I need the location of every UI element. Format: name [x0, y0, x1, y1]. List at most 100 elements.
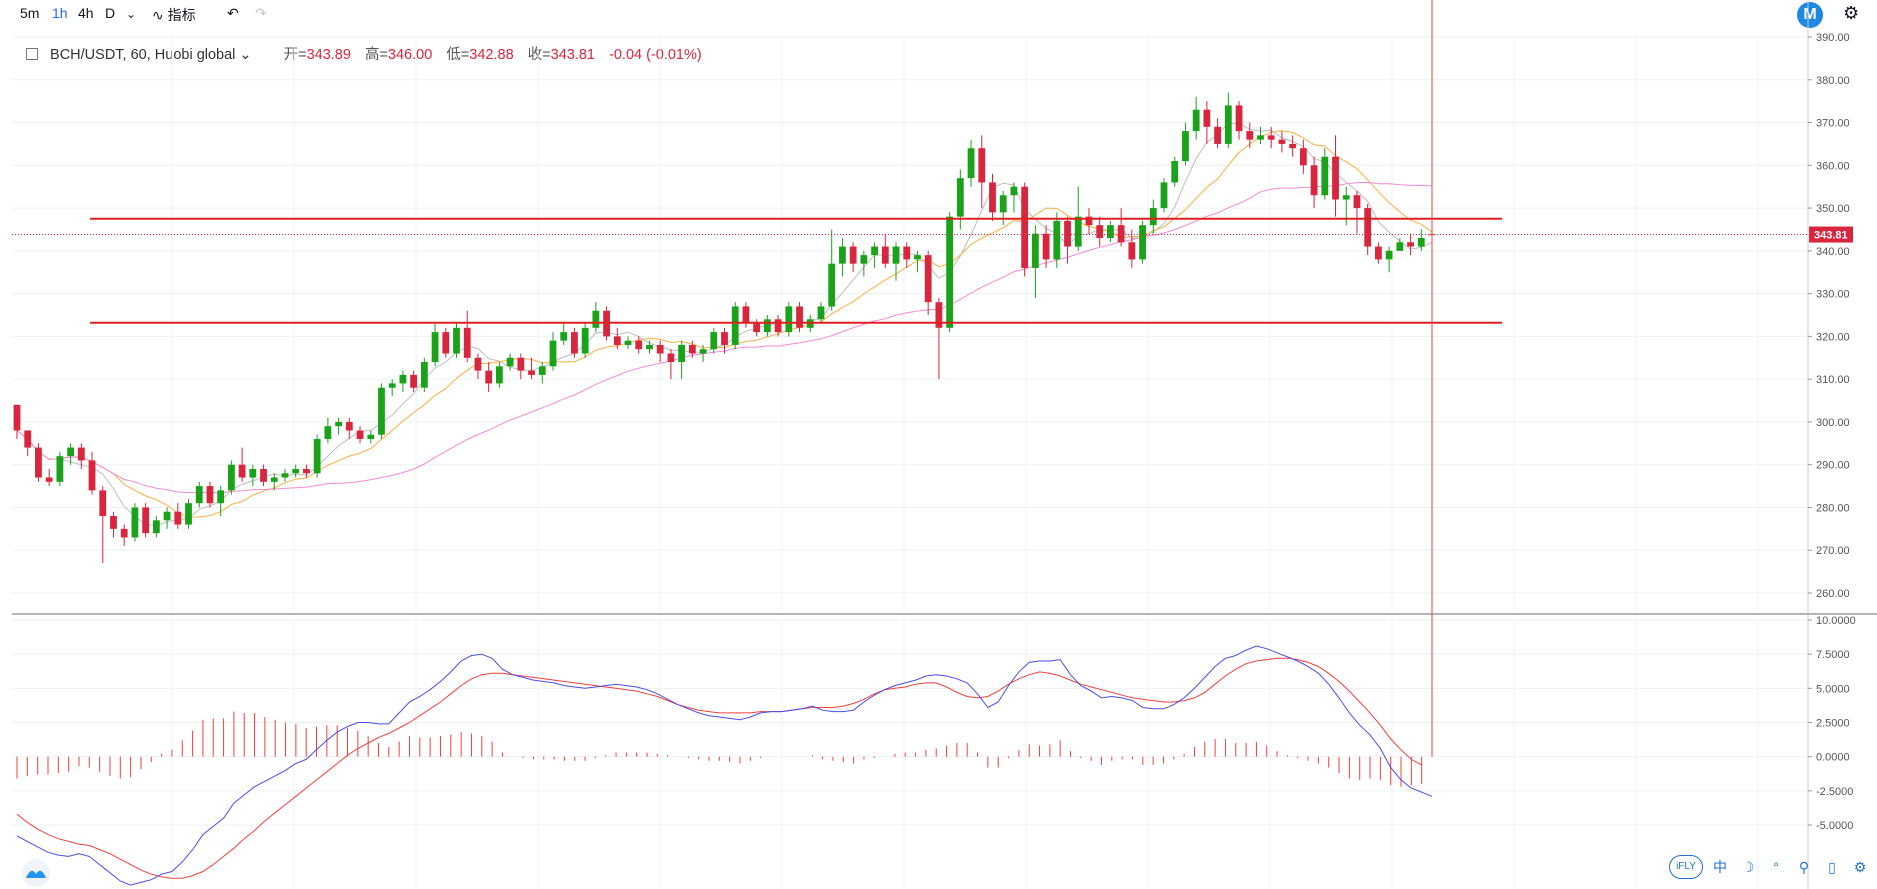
candle-body	[67, 447, 74, 457]
candle-body	[1074, 216, 1082, 247]
price-tick-label: 290.00	[1816, 460, 1850, 472]
candle-body	[1128, 242, 1136, 260]
price-tick-label: 260.00	[1816, 588, 1850, 600]
candle-body	[1203, 109, 1211, 127]
ime-icon-1[interactable]: 中	[1713, 859, 1727, 875]
candle-body	[989, 182, 996, 213]
candle-body	[324, 426, 332, 440]
candle-body	[839, 246, 846, 264]
macd-tick-label: 2.5000	[1816, 718, 1850, 730]
ime-icon-5[interactable]: ▯	[1828, 859, 1836, 875]
candle-body	[635, 340, 643, 350]
candle-body	[367, 434, 375, 440]
gear-icon[interactable]: ⚙	[1843, 3, 1860, 23]
candle-body	[1224, 105, 1232, 144]
low-value: 342.88	[469, 47, 514, 63]
interval-4h[interactable]: 4h	[78, 5, 94, 21]
candle-body	[99, 490, 107, 517]
ime-icon-6[interactable]: ⚙	[1853, 859, 1867, 875]
symbol-label[interactable]: BCH/USDT, 60, Huobi global	[50, 47, 236, 63]
change-value: -0.04 (-0.01%)	[609, 47, 702, 63]
candle-body	[335, 421, 342, 427]
price-tick-label: 390.00	[1816, 32, 1850, 44]
candle-body	[881, 246, 889, 264]
candle-body	[946, 216, 954, 328]
candle-body	[388, 383, 396, 388]
candle-body	[967, 148, 975, 179]
candle-body	[356, 430, 364, 440]
ime-icon-0[interactable]: iFLY	[1669, 855, 1703, 879]
candle-body	[1246, 131, 1254, 140]
candle-body	[774, 319, 782, 333]
candle-body	[399, 374, 407, 384]
candle-body	[1332, 156, 1339, 200]
candle-body	[1385, 250, 1393, 260]
candle-body	[742, 306, 750, 324]
signal-line	[16, 657, 1422, 879]
redo-icon[interactable]: ↷	[255, 5, 267, 21]
candle-body	[1042, 233, 1050, 260]
candle-body	[195, 486, 203, 504]
candle-body	[924, 255, 932, 303]
price-tick-label: 270.00	[1816, 545, 1850, 557]
ime-icon-4[interactable]: ⚲	[1798, 859, 1810, 875]
indicators-button[interactable]: ∿ 指标	[152, 5, 196, 25]
candle-body	[560, 332, 568, 341]
candle-body	[624, 340, 632, 345]
candle-body	[956, 178, 964, 217]
chevron-down-icon[interactable]: ⌄	[239, 47, 252, 63]
candle-body	[753, 323, 761, 333]
grid	[12, 36, 1808, 889]
candle-body	[1117, 225, 1125, 243]
candle-body	[699, 349, 707, 354]
candle-body	[592, 310, 600, 328]
candle-body	[56, 456, 64, 482]
candle-body	[281, 473, 289, 478]
candle-body	[260, 468, 267, 482]
interval-1h[interactable]: 1h	[52, 5, 68, 21]
candle-body	[110, 516, 117, 529]
candle-body	[785, 306, 793, 333]
legend-toggle-icon[interactable]	[26, 48, 38, 60]
high-label: 高=	[364, 47, 388, 63]
tradingview-logo-icon	[22, 859, 50, 887]
candle-body	[538, 366, 546, 375]
candle-body	[549, 340, 557, 367]
candle-body	[206, 486, 214, 504]
candle-body	[88, 460, 96, 491]
ime-icon-3[interactable]: °	[1773, 859, 1779, 875]
candle-body	[152, 520, 160, 534]
candle-body	[1214, 126, 1222, 144]
candle-body	[1021, 186, 1029, 268]
candle-body	[1364, 208, 1372, 247]
open-label: 开=	[283, 47, 307, 63]
candle-body	[1064, 220, 1071, 247]
ma10-line	[16, 130, 1433, 518]
candle-body	[613, 336, 621, 345]
candle-body	[1299, 148, 1307, 166]
candle-body	[313, 439, 321, 474]
candle-body	[77, 447, 85, 461]
candle-body	[474, 357, 482, 371]
candle-body	[13, 404, 21, 431]
candle-body	[1375, 246, 1382, 260]
price-tick-label: 330.00	[1816, 289, 1850, 301]
candle-body	[249, 468, 257, 478]
ime-icon-2[interactable]: ☽	[1741, 859, 1755, 875]
candle-body	[571, 332, 578, 354]
chevron-down-icon[interactable]: ⌄	[126, 7, 137, 21]
candle-body	[35, 447, 42, 478]
candle-body	[731, 306, 739, 345]
candle-body	[410, 374, 418, 388]
candle-body	[1353, 195, 1361, 209]
candle-body	[345, 421, 353, 431]
interval-d[interactable]: D	[105, 5, 116, 21]
undo-icon[interactable]: ↶	[227, 5, 239, 21]
high-value: 346.00	[387, 47, 433, 63]
open-value: 343.89	[306, 47, 351, 63]
candle-body	[453, 327, 460, 354]
interval-5m[interactable]: 5m	[20, 5, 40, 21]
top-toolbar: 5m 1h 4h D ⌄ ∿ 指标 ↶ ↷ M ⚙	[0, 0, 1877, 28]
macd-line	[16, 645, 1433, 886]
